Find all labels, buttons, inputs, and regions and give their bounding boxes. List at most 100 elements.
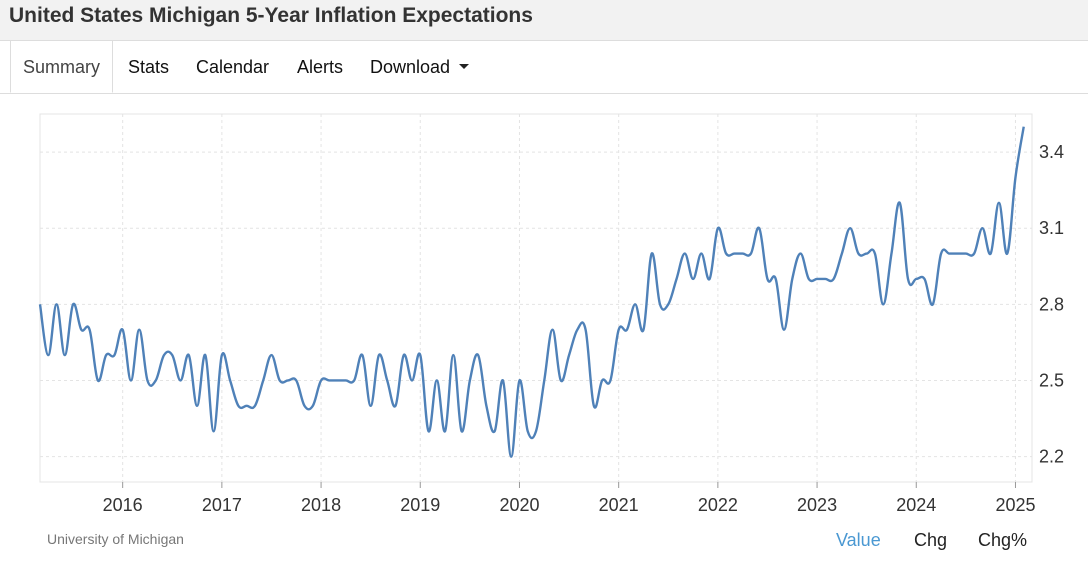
data-point[interactable] xyxy=(161,352,167,358)
data-point[interactable] xyxy=(1021,124,1027,130)
data-point[interactable] xyxy=(996,200,1002,206)
data-point[interactable] xyxy=(442,428,448,434)
data-point[interactable] xyxy=(665,301,671,307)
data-point[interactable] xyxy=(764,276,770,282)
data-point[interactable] xyxy=(178,377,184,383)
data-point[interactable] xyxy=(624,327,630,333)
data-point[interactable] xyxy=(756,225,762,231)
data-point[interactable] xyxy=(483,403,489,409)
data-point[interactable] xyxy=(467,377,473,383)
data-point[interactable] xyxy=(62,352,68,358)
data-point[interactable] xyxy=(260,377,266,383)
data-point[interactable] xyxy=(343,377,349,383)
data-point[interactable] xyxy=(864,251,870,257)
data-point[interactable] xyxy=(789,276,795,282)
data-point[interactable] xyxy=(351,377,357,383)
data-point[interactable] xyxy=(715,225,721,231)
data-point[interactable] xyxy=(244,403,250,409)
data-point[interactable] xyxy=(516,377,522,383)
data-point[interactable] xyxy=(376,352,382,358)
data-point[interactable] xyxy=(872,251,878,257)
data-point[interactable] xyxy=(574,327,580,333)
data-point[interactable] xyxy=(434,377,440,383)
data-point[interactable] xyxy=(318,377,324,383)
data-point[interactable] xyxy=(103,352,109,358)
data-point[interactable] xyxy=(235,403,241,409)
data-point[interactable] xyxy=(120,327,126,333)
data-point[interactable] xyxy=(690,276,696,282)
data-point[interactable] xyxy=(525,428,531,434)
data-point[interactable] xyxy=(599,377,605,383)
data-point[interactable] xyxy=(922,276,928,282)
data-point[interactable] xyxy=(268,352,274,358)
data-point[interactable] xyxy=(748,251,754,257)
data-point[interactable] xyxy=(417,352,423,358)
data-point[interactable] xyxy=(707,276,713,282)
data-point[interactable] xyxy=(492,428,498,434)
data-point[interactable] xyxy=(392,403,398,409)
data-point[interactable] xyxy=(880,301,886,307)
data-point[interactable] xyxy=(847,225,853,231)
data-point[interactable] xyxy=(450,352,456,358)
data-point[interactable] xyxy=(955,251,961,257)
chg-toggle[interactable]: Chg xyxy=(914,530,948,550)
data-point[interactable] xyxy=(500,377,506,383)
data-point[interactable] xyxy=(37,301,43,307)
data-point[interactable] xyxy=(822,276,828,282)
data-point[interactable] xyxy=(426,428,432,434)
data-point[interactable] xyxy=(326,377,332,383)
data-point[interactable] xyxy=(368,403,374,409)
data-point[interactable] xyxy=(78,327,84,333)
data-point[interactable] xyxy=(194,403,200,409)
data-point[interactable] xyxy=(657,301,663,307)
data-point[interactable] xyxy=(533,428,539,434)
data-point[interactable] xyxy=(359,352,365,358)
data-point[interactable] xyxy=(169,352,175,358)
data-point[interactable] xyxy=(773,276,779,282)
data-point[interactable] xyxy=(153,377,159,383)
data-point[interactable] xyxy=(384,377,390,383)
data-point[interactable] xyxy=(946,251,952,257)
tab-download[interactable]: Download xyxy=(370,41,470,93)
tab-calendar[interactable]: Calendar xyxy=(196,41,269,93)
data-point[interactable] xyxy=(186,352,192,358)
data-point[interactable] xyxy=(227,377,233,383)
data-point[interactable] xyxy=(70,301,76,307)
data-point[interactable] xyxy=(508,454,514,460)
chg-percent-toggle[interactable]: Chg% xyxy=(978,530,1028,550)
data-point[interactable] xyxy=(905,276,911,282)
data-point[interactable] xyxy=(211,428,217,434)
data-point[interactable] xyxy=(979,225,985,231)
data-point[interactable] xyxy=(649,251,655,257)
data-point[interactable] xyxy=(913,276,919,282)
tab-stats[interactable]: Stats xyxy=(128,41,169,93)
data-point[interactable] xyxy=(938,251,944,257)
data-point[interactable] xyxy=(674,276,680,282)
data-point[interactable] xyxy=(566,352,572,358)
data-point[interactable] xyxy=(111,352,117,358)
data-point[interactable] xyxy=(95,377,101,383)
data-point[interactable] xyxy=(45,352,51,358)
tab-alerts[interactable]: Alerts xyxy=(297,41,343,93)
data-point[interactable] xyxy=(409,377,415,383)
data-point[interactable] xyxy=(740,251,746,257)
data-point[interactable] xyxy=(128,377,134,383)
data-point[interactable] xyxy=(839,251,845,257)
data-point[interactable] xyxy=(54,301,60,307)
data-point[interactable] xyxy=(202,352,208,358)
data-point[interactable] xyxy=(252,403,258,409)
data-point[interactable] xyxy=(310,403,316,409)
data-point[interactable] xyxy=(831,276,837,282)
data-point[interactable] xyxy=(781,327,787,333)
data-point[interactable] xyxy=(897,200,903,206)
data-point[interactable] xyxy=(930,301,936,307)
data-point[interactable] xyxy=(971,251,977,257)
data-point[interactable] xyxy=(219,352,225,358)
data-point[interactable] xyxy=(806,276,812,282)
data-point[interactable] xyxy=(335,377,341,383)
data-point[interactable] xyxy=(1004,251,1010,257)
data-point[interactable] xyxy=(475,352,481,358)
data-point[interactable] xyxy=(988,251,994,257)
data-point[interactable] xyxy=(87,327,93,333)
data-point[interactable] xyxy=(814,276,820,282)
